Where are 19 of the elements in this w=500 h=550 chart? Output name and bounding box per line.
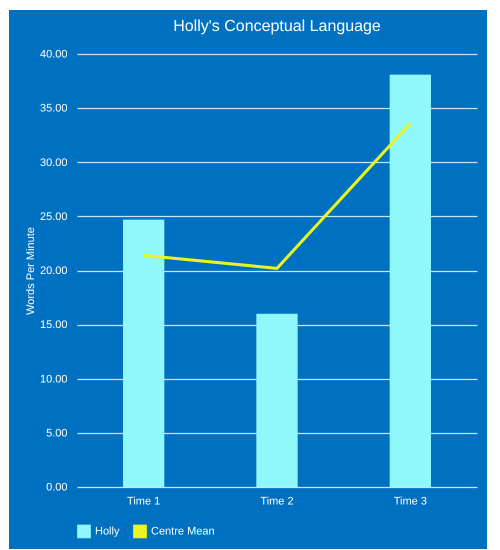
x-tick-label: Time 2 <box>260 496 294 508</box>
x-tick-label: Time 1 <box>127 496 160 508</box>
y-axis-title: Words Per Minute <box>24 227 37 315</box>
legend-label: Centre Mean <box>151 525 215 538</box>
chart-title: Holly's Conceptual Language <box>173 18 381 35</box>
bar <box>390 74 431 487</box>
y-tick-label: 35.00 <box>40 102 68 115</box>
y-tick-label: 10.00 <box>40 373 68 386</box>
y-tick-label: 40.00 <box>40 48 68 60</box>
x-tick-label: Time 3 <box>394 496 427 508</box>
y-tick-label: 25.00 <box>40 210 68 223</box>
legend-label: Holly <box>95 525 120 538</box>
y-tick-label: 20.00 <box>40 265 68 277</box>
y-tick-label: 15.00 <box>40 319 68 332</box>
y-tick-label: 5.00 <box>46 427 68 440</box>
y-tick-label: 30.00 <box>40 156 68 169</box>
bar <box>256 314 298 487</box>
bar <box>123 220 164 487</box>
y-tick-label: 0.00 <box>46 482 68 494</box>
